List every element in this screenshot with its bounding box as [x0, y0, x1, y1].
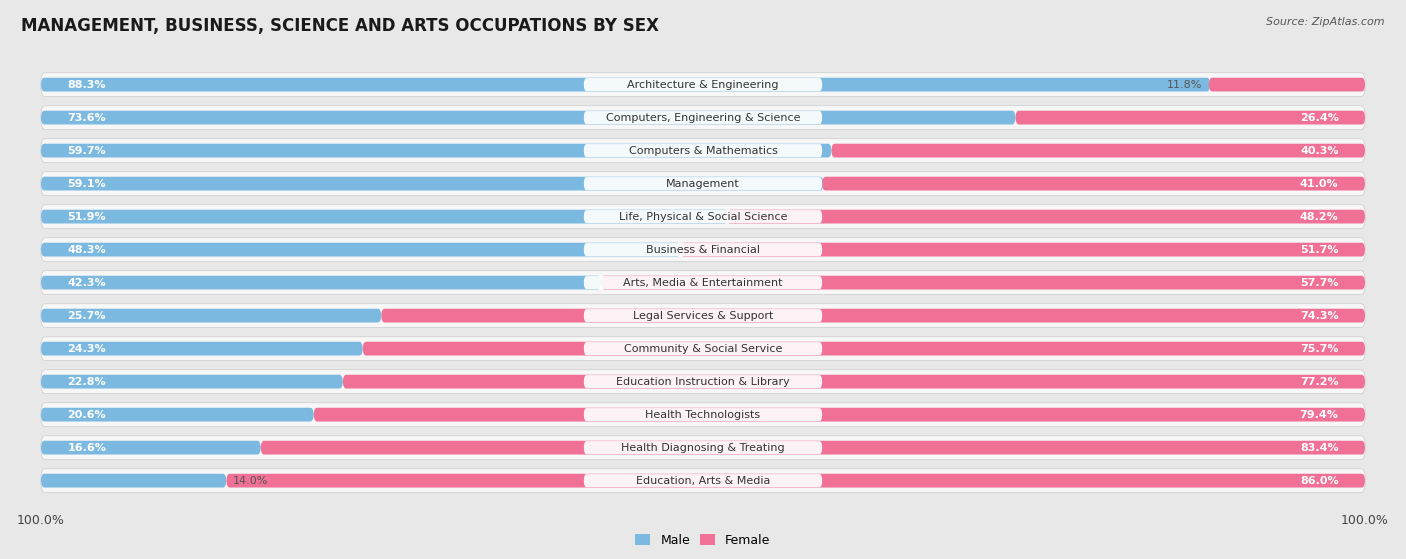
Text: 16.6%: 16.6% — [67, 443, 107, 453]
Text: 57.7%: 57.7% — [1301, 278, 1339, 288]
Text: 11.8%: 11.8% — [1167, 79, 1202, 89]
Text: 83.4%: 83.4% — [1301, 443, 1339, 453]
Text: 24.3%: 24.3% — [67, 344, 105, 354]
FancyBboxPatch shape — [583, 276, 823, 289]
FancyBboxPatch shape — [583, 243, 823, 256]
FancyBboxPatch shape — [583, 210, 823, 223]
FancyBboxPatch shape — [41, 309, 381, 323]
FancyBboxPatch shape — [681, 243, 1365, 257]
FancyBboxPatch shape — [727, 210, 1365, 224]
Text: Architecture & Engineering: Architecture & Engineering — [627, 79, 779, 89]
FancyBboxPatch shape — [41, 369, 1365, 394]
Text: Health Technologists: Health Technologists — [645, 410, 761, 420]
Text: 26.4%: 26.4% — [1299, 112, 1339, 122]
Text: 20.6%: 20.6% — [67, 410, 105, 420]
FancyBboxPatch shape — [41, 73, 1365, 97]
FancyBboxPatch shape — [41, 469, 1365, 492]
Text: Community & Social Service: Community & Social Service — [624, 344, 782, 354]
Text: Computers, Engineering & Science: Computers, Engineering & Science — [606, 112, 800, 122]
FancyBboxPatch shape — [343, 375, 1365, 389]
FancyBboxPatch shape — [41, 276, 600, 290]
Text: 59.7%: 59.7% — [67, 145, 105, 155]
FancyBboxPatch shape — [41, 106, 1365, 130]
Text: 48.2%: 48.2% — [1299, 212, 1339, 221]
Text: Computers & Mathematics: Computers & Mathematics — [628, 145, 778, 155]
Text: Education Instruction & Library: Education Instruction & Library — [616, 377, 790, 387]
FancyBboxPatch shape — [381, 309, 1365, 323]
Text: 22.8%: 22.8% — [67, 377, 105, 387]
FancyBboxPatch shape — [583, 111, 823, 124]
Text: Management: Management — [666, 179, 740, 188]
FancyBboxPatch shape — [41, 304, 1365, 328]
FancyBboxPatch shape — [314, 408, 1365, 421]
FancyBboxPatch shape — [41, 139, 1365, 163]
FancyBboxPatch shape — [41, 210, 728, 224]
Text: 77.2%: 77.2% — [1301, 377, 1339, 387]
FancyBboxPatch shape — [226, 473, 1365, 487]
Text: Source: ZipAtlas.com: Source: ZipAtlas.com — [1267, 17, 1385, 27]
FancyBboxPatch shape — [823, 177, 1365, 191]
Text: Arts, Media & Entertainment: Arts, Media & Entertainment — [623, 278, 783, 288]
FancyBboxPatch shape — [260, 440, 1365, 454]
Text: Health Diagnosing & Treating: Health Diagnosing & Treating — [621, 443, 785, 453]
Text: 59.1%: 59.1% — [67, 179, 105, 188]
Text: 42.3%: 42.3% — [67, 278, 105, 288]
Text: 51.9%: 51.9% — [67, 212, 105, 221]
FancyBboxPatch shape — [583, 342, 823, 355]
Text: Legal Services & Support: Legal Services & Support — [633, 311, 773, 321]
FancyBboxPatch shape — [41, 440, 260, 454]
FancyBboxPatch shape — [583, 177, 823, 190]
Text: MANAGEMENT, BUSINESS, SCIENCE AND ARTS OCCUPATIONS BY SEX: MANAGEMENT, BUSINESS, SCIENCE AND ARTS O… — [21, 17, 659, 35]
Text: 75.7%: 75.7% — [1301, 344, 1339, 354]
Text: 48.3%: 48.3% — [67, 245, 105, 254]
FancyBboxPatch shape — [583, 441, 823, 454]
FancyBboxPatch shape — [41, 172, 1365, 196]
FancyBboxPatch shape — [583, 144, 823, 157]
FancyBboxPatch shape — [583, 375, 823, 388]
FancyBboxPatch shape — [41, 111, 1015, 125]
FancyBboxPatch shape — [41, 144, 831, 158]
Legend: Male, Female: Male, Female — [630, 529, 776, 552]
FancyBboxPatch shape — [363, 342, 1365, 356]
FancyBboxPatch shape — [41, 375, 343, 389]
FancyBboxPatch shape — [600, 276, 1365, 290]
Text: 40.3%: 40.3% — [1301, 145, 1339, 155]
FancyBboxPatch shape — [41, 473, 226, 487]
FancyBboxPatch shape — [583, 474, 823, 487]
FancyBboxPatch shape — [41, 342, 363, 356]
Text: Life, Physical & Social Science: Life, Physical & Social Science — [619, 212, 787, 221]
FancyBboxPatch shape — [831, 144, 1365, 158]
FancyBboxPatch shape — [1209, 78, 1365, 92]
Text: 79.4%: 79.4% — [1299, 410, 1339, 420]
Text: 14.0%: 14.0% — [233, 476, 269, 486]
FancyBboxPatch shape — [41, 408, 314, 421]
FancyBboxPatch shape — [41, 243, 681, 257]
Text: 73.6%: 73.6% — [67, 112, 105, 122]
Text: Education, Arts & Media: Education, Arts & Media — [636, 476, 770, 486]
FancyBboxPatch shape — [41, 337, 1365, 361]
Text: 41.0%: 41.0% — [1301, 179, 1339, 188]
FancyBboxPatch shape — [41, 177, 824, 191]
FancyBboxPatch shape — [41, 436, 1365, 459]
Text: 88.3%: 88.3% — [67, 79, 105, 89]
FancyBboxPatch shape — [41, 402, 1365, 427]
Text: Business & Financial: Business & Financial — [645, 245, 761, 254]
Text: 25.7%: 25.7% — [67, 311, 105, 321]
FancyBboxPatch shape — [1015, 111, 1365, 125]
FancyBboxPatch shape — [583, 309, 823, 322]
FancyBboxPatch shape — [41, 271, 1365, 295]
FancyBboxPatch shape — [41, 238, 1365, 262]
Text: 51.7%: 51.7% — [1301, 245, 1339, 254]
FancyBboxPatch shape — [583, 408, 823, 421]
FancyBboxPatch shape — [583, 78, 823, 91]
FancyBboxPatch shape — [41, 205, 1365, 229]
Text: 86.0%: 86.0% — [1301, 476, 1339, 486]
FancyBboxPatch shape — [41, 78, 1211, 92]
Text: 74.3%: 74.3% — [1301, 311, 1339, 321]
